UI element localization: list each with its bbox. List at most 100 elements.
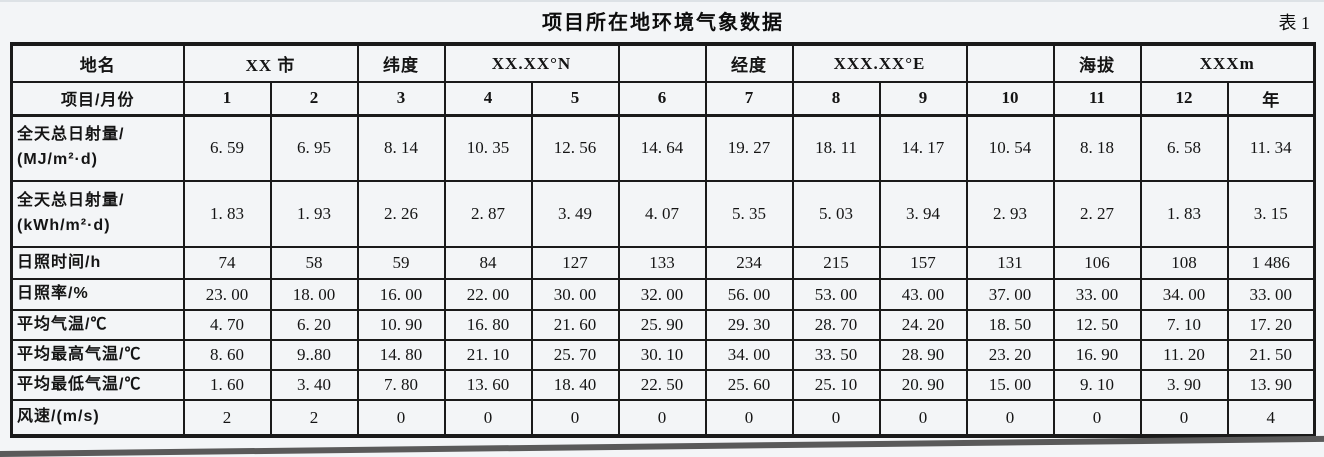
data-cell: 133 xyxy=(617,246,707,280)
data-cell: 3. 15 xyxy=(1226,180,1316,248)
data-cell: 58 xyxy=(269,246,359,280)
meta-spacer-1 xyxy=(617,42,707,83)
table-row: 日照时间/h 74 58 59 84 127 133 234 215 157 131 106 108 1 … xyxy=(10,246,1316,280)
data-cell: 0 xyxy=(443,399,533,438)
data-cell: 6. 58 xyxy=(1139,114,1229,182)
data-cell: 33. 00 xyxy=(1052,278,1142,311)
data-cell: 18. 40 xyxy=(530,369,620,401)
month-header-cell: 1 xyxy=(182,81,272,117)
data-cell: 0 xyxy=(791,399,881,438)
data-cell: 14. 64 xyxy=(617,114,707,182)
scan-top-edge xyxy=(0,0,1324,2)
data-cell: 24. 20 xyxy=(878,309,968,341)
data-cell: 33. 50 xyxy=(791,339,881,371)
data-cell: 2 xyxy=(182,399,272,438)
meta-altitude-label: 海拔 xyxy=(1052,42,1142,83)
data-cell: 8. 14 xyxy=(356,114,446,182)
meta-longitude-value: XXX.XX°E xyxy=(791,42,968,83)
data-cell: 22. 00 xyxy=(443,278,533,311)
page-title: 项目所在地环境气象数据 xyxy=(542,12,784,34)
weather-data-table: 地名 XX 市 纬度 XX.XX°N 经度 XXX.XX°E 海拔 XXXm 项… xyxy=(10,42,1316,438)
data-cell: 1. 93 xyxy=(269,180,359,248)
location-meta-row: 地名 XX 市 纬度 XX.XX°N 经度 XXX.XX°E 海拔 XXXm xyxy=(10,42,1316,83)
meta-latitude-value: XX.XX°N xyxy=(443,42,620,83)
data-cell: 2. 27 xyxy=(1052,180,1142,248)
meta-place-label: 地名 xyxy=(10,42,185,83)
data-cell: 6. 95 xyxy=(269,114,359,182)
data-cell: 20. 90 xyxy=(878,369,968,401)
data-cell: 11. 34 xyxy=(1226,114,1316,182)
data-cell: 12. 56 xyxy=(530,114,620,182)
data-cell: 14. 80 xyxy=(356,339,446,371)
table-row: 风速/(m/s) 2 2 0 0 0 0 0 0 0 0 0 0 4 xyxy=(10,399,1316,438)
data-cell: 14. 17 xyxy=(878,114,968,182)
meta-latitude-label: 纬度 xyxy=(356,42,446,83)
data-cell: 3. 49 xyxy=(530,180,620,248)
data-cell: 2 xyxy=(269,399,359,438)
month-header-cell: 8 xyxy=(791,81,881,117)
data-cell: 21. 60 xyxy=(530,309,620,341)
meta-city-value: XX 市 xyxy=(182,42,359,83)
row-label: 平均最低气温/℃ xyxy=(10,369,185,401)
data-cell: 25. 70 xyxy=(530,339,620,371)
data-cell: 0 xyxy=(617,399,707,438)
scan-bottom-edge xyxy=(0,435,1324,457)
data-cell: 5. 35 xyxy=(704,180,794,248)
data-cell: 16. 90 xyxy=(1052,339,1142,371)
data-cell: 7. 80 xyxy=(356,369,446,401)
data-cell: 37. 00 xyxy=(965,278,1055,311)
data-cell: 6. 20 xyxy=(269,309,359,341)
row-label: 全天总日射量/ (MJ/m²·d) xyxy=(10,114,185,182)
data-cell: 13. 60 xyxy=(443,369,533,401)
data-cell: 43. 00 xyxy=(878,278,968,311)
corner-header-cell: 项目/月份 xyxy=(10,81,185,117)
data-cell: 0 xyxy=(878,399,968,438)
data-cell: 2. 87 xyxy=(443,180,533,248)
month-header-row: 项目/月份 1 2 3 4 5 6 7 8 9 10 11 12 年 xyxy=(10,81,1316,117)
data-cell: 28. 90 xyxy=(878,339,968,371)
table-row: 全天总日射量/ (MJ/m²·d) 6. 59 6. 95 8. 14 10. 35 12… xyxy=(10,114,1316,182)
data-cell: 18. 50 xyxy=(965,309,1055,341)
data-cell: 28. 70 xyxy=(791,309,881,341)
data-cell: 18. 00 xyxy=(269,278,359,311)
month-header-cell: 5 xyxy=(530,81,620,117)
data-cell: 10. 35 xyxy=(443,114,533,182)
month-header-cell: 3 xyxy=(356,81,446,117)
row-label: 平均气温/℃ xyxy=(10,309,185,341)
data-cell: 106 xyxy=(1052,246,1142,280)
data-cell: 13. 90 xyxy=(1226,369,1316,401)
data-cell: 17. 20 xyxy=(1226,309,1316,341)
data-cell: 29. 30 xyxy=(704,309,794,341)
data-cell: 23. 20 xyxy=(965,339,1055,371)
row-label: 全天总日射量/ (kWh/m²·d) xyxy=(10,180,185,248)
data-cell: 4. 70 xyxy=(182,309,272,341)
data-cell: 30. 00 xyxy=(530,278,620,311)
row-label: 日照时间/h xyxy=(10,246,185,280)
data-cell: 108 xyxy=(1139,246,1229,280)
data-cell: 12. 50 xyxy=(1052,309,1142,341)
table-number: 表 1 xyxy=(1278,13,1311,33)
meta-spacer-2 xyxy=(965,42,1055,83)
data-cell: 215 xyxy=(791,246,881,280)
data-cell: 3. 90 xyxy=(1139,369,1229,401)
data-cell: 0 xyxy=(704,399,794,438)
month-header-cell: 9 xyxy=(878,81,968,117)
data-cell: 5. 03 xyxy=(791,180,881,248)
data-cell: 30. 10 xyxy=(617,339,707,371)
data-cell: 2. 93 xyxy=(965,180,1055,248)
data-cell: 25. 90 xyxy=(617,309,707,341)
data-cell: 10. 54 xyxy=(965,114,1055,182)
data-cell: 9. 10 xyxy=(1052,369,1142,401)
data-cell: 8. 60 xyxy=(182,339,272,371)
data-cell: 4. 07 xyxy=(617,180,707,248)
data-cell: 0 xyxy=(530,399,620,438)
data-cell: 131 xyxy=(965,246,1055,280)
data-cell: 1. 83 xyxy=(1139,180,1229,248)
data-cell: 0 xyxy=(1139,399,1229,438)
data-cell: 16. 80 xyxy=(443,309,533,341)
month-header-cell: 6 xyxy=(617,81,707,117)
month-header-cell: 7 xyxy=(704,81,794,117)
data-cell: 234 xyxy=(704,246,794,280)
data-cell: 7. 10 xyxy=(1139,309,1229,341)
row-label: 日照率/% xyxy=(10,278,185,311)
